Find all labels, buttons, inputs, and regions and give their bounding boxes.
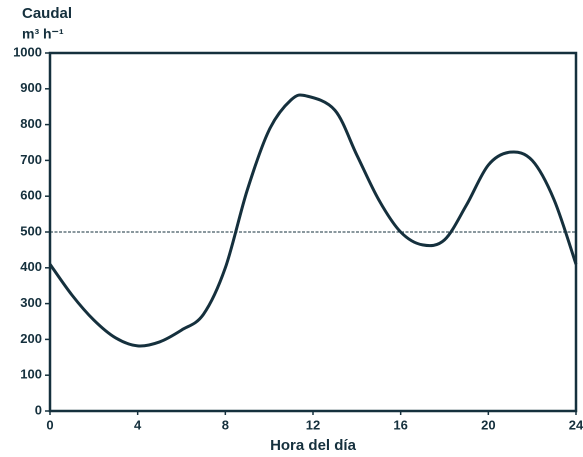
- y-tick-label: 500: [20, 223, 42, 238]
- x-tick-label: 20: [481, 417, 495, 432]
- y-tick-label: 100: [20, 367, 42, 382]
- y-tick-label: 900: [20, 80, 42, 95]
- y-axis-unit: m³ h⁻¹: [22, 26, 64, 42]
- y-axis-label: Caudal: [22, 5, 72, 22]
- y-tick-label: 800: [20, 116, 42, 131]
- y-tick-label: 200: [20, 331, 42, 346]
- x-tick-label: 12: [306, 417, 320, 432]
- x-tick-label: 24: [569, 417, 583, 432]
- x-axis-label: Hora del día: [270, 437, 357, 454]
- x-tick-label: 16: [393, 417, 407, 432]
- data-line: [48, 93, 578, 348]
- y-tick-label: 400: [20, 259, 42, 274]
- plot-frame: [48, 51, 578, 413]
- y-tick-label: 1000: [13, 44, 42, 59]
- x-tick-label: 0: [46, 417, 53, 432]
- x-tick-label: 4: [134, 417, 142, 432]
- y-tick-label: 300: [20, 295, 42, 310]
- y-tick-label: 0: [35, 402, 42, 417]
- x-tick-label: 8: [222, 417, 229, 432]
- y-tick-label: 600: [20, 188, 42, 203]
- y-tick-label: 700: [20, 152, 42, 167]
